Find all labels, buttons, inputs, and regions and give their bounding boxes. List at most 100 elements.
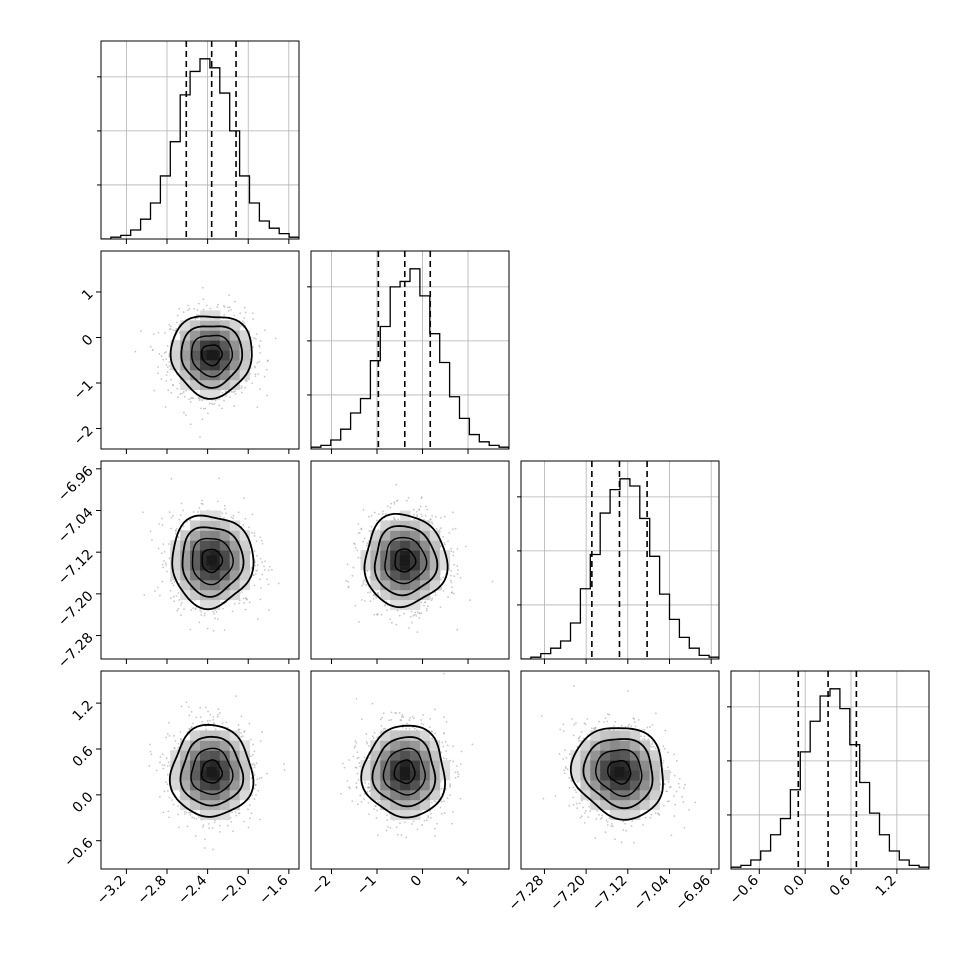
density-cell [170, 550, 181, 561]
sample-point [165, 380, 168, 382]
sample-point [180, 705, 183, 708]
sample-point [202, 298, 205, 301]
density-cell [209, 589, 221, 601]
sample-point [185, 701, 188, 704]
sample-point [225, 512, 227, 515]
sample-point [243, 321, 246, 324]
sample-point [179, 392, 182, 395]
density-cell [200, 550, 211, 561]
sample-point [459, 576, 462, 579]
sample-point [253, 773, 256, 776]
sample-point [251, 753, 254, 756]
sample-point [397, 518, 400, 521]
sample-point [244, 597, 247, 600]
sample-point [168, 796, 171, 799]
sample-point [170, 516, 173, 519]
density-cell [209, 569, 221, 581]
sample-point [215, 611, 218, 613]
sample-point [212, 630, 215, 632]
sample-point [183, 813, 186, 816]
sample-point [223, 629, 226, 632]
sample-point [384, 512, 387, 515]
sample-point [261, 542, 264, 545]
sample-point [162, 811, 165, 814]
sample-point [206, 627, 209, 630]
density-cell [190, 379, 201, 391]
sample-point [421, 515, 423, 518]
density-cell [429, 530, 441, 541]
sample-point [255, 554, 258, 557]
sample-point [177, 746, 180, 749]
sample-point [268, 609, 271, 611]
density-cell [410, 579, 421, 591]
panel-frame [310, 460, 510, 660]
sample-point [375, 519, 378, 522]
sample-point [134, 350, 137, 353]
sample-point [170, 579, 172, 582]
panel-frame [100, 250, 300, 450]
sample-point [155, 769, 158, 772]
sample-point [372, 597, 375, 600]
sample-point [157, 547, 160, 550]
sample-point [223, 399, 225, 402]
density-peak [399, 555, 410, 566]
sample-point [171, 582, 174, 585]
sample-point [452, 511, 454, 514]
density-cell [180, 340, 191, 351]
density-cell [400, 540, 411, 551]
sample-point [174, 532, 177, 535]
sample-point [183, 395, 186, 398]
density-cell [439, 560, 451, 571]
density-cell [170, 569, 181, 581]
sample-point [418, 508, 420, 511]
sample-point [247, 808, 249, 811]
sample-point [149, 750, 152, 753]
sample-point [259, 740, 262, 743]
sample-point [207, 710, 209, 713]
sample-point [366, 544, 368, 547]
sample-point [166, 790, 169, 792]
sample-point [453, 575, 456, 578]
sample-point [160, 355, 163, 358]
sample-point [161, 580, 164, 583]
sample-point [231, 811, 234, 814]
sample-point [419, 505, 422, 508]
sample-point [158, 522, 161, 525]
sample-point [165, 351, 167, 353]
sample-point [178, 599, 181, 601]
sample-point [174, 529, 177, 532]
sample-point [158, 796, 161, 798]
sample-point [448, 532, 451, 534]
sample-point [222, 607, 224, 610]
contour-line [384, 536, 428, 585]
sample-point [162, 543, 165, 546]
sample-point [168, 361, 171, 363]
density-plot [134, 286, 277, 439]
sample-point [230, 516, 233, 519]
histogram-panel [307, 250, 510, 450]
sample-point [151, 349, 154, 351]
sample-point [354, 604, 357, 607]
sample-point [244, 517, 247, 520]
sample-point [469, 599, 471, 601]
sample-point [393, 502, 396, 505]
density-cell [180, 369, 191, 381]
sample-point [386, 505, 389, 508]
histogram-plot [101, 41, 299, 239]
sample-point [382, 510, 384, 513]
density-cell [209, 310, 221, 321]
sample-point [166, 783, 169, 786]
density-cell [380, 579, 391, 591]
density-cell [170, 340, 181, 351]
density-cell [229, 520, 241, 531]
sample-point [423, 601, 426, 604]
sample-point [210, 402, 213, 405]
sample-point [431, 597, 434, 600]
contour-line [169, 315, 253, 400]
sample-point [362, 508, 365, 511]
sample-point [380, 613, 383, 616]
sample-point [243, 497, 245, 499]
sample-point [205, 728, 208, 731]
sample-point [172, 595, 175, 598]
sample-point [252, 762, 255, 765]
